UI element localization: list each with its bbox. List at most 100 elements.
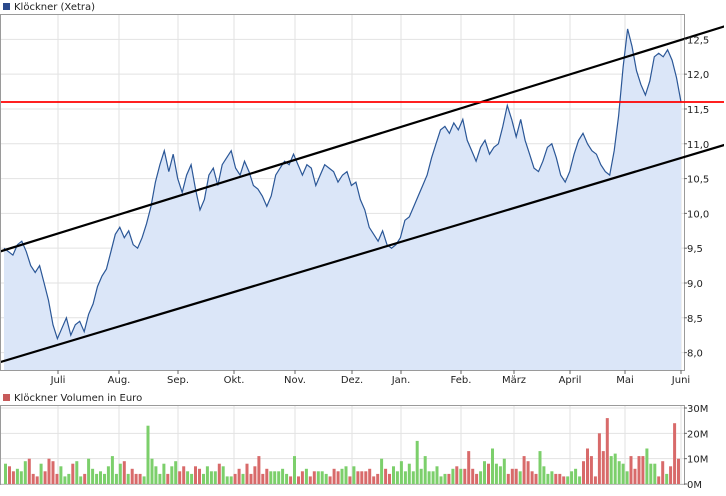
- x-tick-label: Juli: [50, 375, 66, 386]
- volume-panel: 0M 10M 20M 30M Klöckner Volumen in Euro: [0, 393, 708, 491]
- volume-bar: [502, 458, 506, 484]
- volume-bar: [63, 476, 67, 484]
- volume-bar: [534, 473, 538, 484]
- price-legend-swatch: [3, 3, 10, 10]
- volume-bar: [328, 476, 332, 484]
- volume-bar: [514, 468, 518, 484]
- volume-bar: [99, 471, 102, 484]
- volume-bar: [261, 473, 265, 484]
- volume-bar: [304, 468, 308, 484]
- volume-bar: [653, 463, 657, 484]
- volume-bar: [633, 468, 637, 484]
- volume-bar: [237, 468, 241, 484]
- volume-bar: [562, 476, 566, 484]
- volume-bar: [27, 458, 31, 484]
- price-y-tick-label: 12,5: [687, 35, 709, 46]
- volume-bar: [249, 473, 253, 484]
- volume-bar: [103, 473, 106, 484]
- volume-bar: [494, 463, 498, 484]
- x-tick-label: Dez.: [341, 375, 363, 386]
- volume-bar: [582, 461, 585, 484]
- volume-bar: [463, 468, 467, 484]
- volume-bar: [146, 425, 150, 484]
- x-tick-label: Aug.: [108, 375, 131, 386]
- volume-bar: [376, 473, 380, 484]
- volume-bar: [491, 448, 494, 484]
- volume-bar: [455, 466, 459, 484]
- volume-bar: [483, 461, 486, 484]
- volume-bar: [312, 471, 316, 484]
- volume-bar: [186, 471, 190, 484]
- volume-bar: [439, 476, 443, 484]
- volume-bar: [471, 468, 475, 484]
- price-y-tick-label: 10,5: [687, 175, 709, 186]
- price-y-tick-label: 11,0: [687, 140, 709, 151]
- trend-channel-line: [1, 25, 724, 253]
- volume-bar: [47, 458, 51, 484]
- price-panel: 8,0 8,5 9,0 9,5 10,0 10,5 11,0 11,5 12,0 12,5 Jul…: [0, 2, 724, 386]
- volume-bar: [221, 466, 225, 484]
- volume-bar: [403, 471, 407, 484]
- volume-y-tick-label: 10M: [687, 455, 708, 466]
- volume-bar: [451, 468, 455, 484]
- volume-bar: [95, 473, 99, 484]
- volume-bar: [217, 463, 221, 484]
- volume-bar: [641, 456, 645, 484]
- volume-bar: [407, 463, 411, 484]
- volume-bar: [411, 471, 415, 484]
- volume-bar: [51, 461, 55, 484]
- volume-bar: [59, 466, 63, 484]
- volume-bar: [479, 471, 483, 484]
- volume-bar: [459, 468, 463, 484]
- volume-bar: [637, 456, 641, 484]
- volume-bar: [352, 466, 356, 484]
- volume-bar: [285, 473, 289, 484]
- volume-bar: [11, 471, 15, 484]
- volume-bar: [15, 468, 19, 484]
- volume-bar: [665, 473, 669, 484]
- price-area-fill: [4, 28, 681, 371]
- x-tick-label: Jan.: [391, 375, 411, 386]
- volume-bar: [134, 473, 138, 484]
- volume-bar: [71, 463, 75, 484]
- volume-bar: [431, 471, 435, 484]
- volume-bar: [621, 463, 625, 484]
- volume-bar: [498, 466, 502, 484]
- volume-bar: [530, 471, 534, 484]
- volume-bar: [79, 476, 83, 484]
- volume-bar: [320, 471, 324, 484]
- volume-bar: [467, 451, 471, 484]
- volume-bar: [332, 468, 336, 484]
- x-tick-label: Okt.: [224, 375, 245, 386]
- volume-bar: [241, 473, 245, 484]
- volume-bar: [475, 473, 479, 484]
- volume-bar: [673, 423, 677, 484]
- volume-bar: [8, 466, 11, 484]
- volume-bar: [110, 456, 114, 484]
- volume-bar: [55, 473, 59, 484]
- volume-bar: [629, 456, 633, 484]
- volume-bar: [39, 463, 43, 484]
- volume-bar: [166, 473, 170, 484]
- volume-bar: [4, 463, 7, 484]
- trend-channel-line: [1, 143, 724, 363]
- volume-bar: [372, 476, 376, 484]
- volume-bar: [265, 468, 269, 484]
- volume-bar: [300, 471, 304, 484]
- volume-bar: [558, 473, 562, 484]
- volume-bar: [198, 468, 201, 484]
- volume-bar: [392, 466, 395, 484]
- volume-bar: [150, 458, 154, 484]
- volume-bar: [67, 473, 71, 484]
- price-y-tick-label: 9,5: [687, 244, 703, 255]
- price-y-tick-label: 9,0: [687, 279, 703, 290]
- x-tick-label: Nov.: [284, 375, 306, 386]
- volume-bar: [661, 461, 665, 484]
- volume-bar: [388, 473, 391, 484]
- volume-bar: [23, 461, 27, 484]
- volume-bar: [269, 471, 273, 484]
- volume-bar: [316, 471, 320, 484]
- volume-bar: [380, 458, 384, 484]
- volume-bar: [538, 451, 542, 484]
- volume-bar: [487, 463, 490, 484]
